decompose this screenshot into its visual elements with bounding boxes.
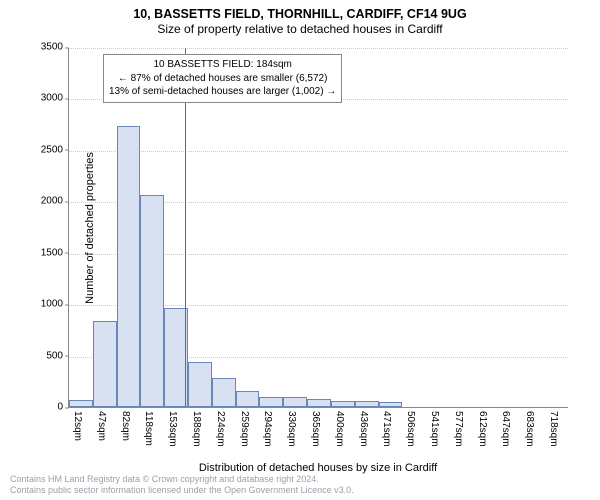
- credits: Contains HM Land Registry data © Crown c…: [10, 474, 354, 497]
- y-tick-label: 0: [29, 402, 63, 413]
- x-tick-label: 153sqm: [167, 411, 178, 447]
- annotation-line: 13% of semi-detached houses are larger (…: [109, 85, 336, 99]
- plot-area: 050010001500200025003000350012sqm47sqm82…: [68, 48, 568, 408]
- credits-line2: Contains public sector information licen…: [10, 485, 354, 496]
- histogram-bar: [307, 399, 331, 407]
- x-tick-label: 82sqm: [120, 411, 131, 441]
- x-tick-label: 365sqm: [310, 411, 321, 447]
- y-tick-label: 1500: [29, 247, 63, 258]
- x-tick-label: 541sqm: [429, 411, 440, 447]
- x-tick-label: 471sqm: [381, 411, 392, 447]
- chart-title: 10, BASSETTS FIELD, THORNHILL, CARDIFF, …: [0, 0, 600, 38]
- x-tick-label: 577sqm: [453, 411, 464, 447]
- histogram-bar: [140, 195, 164, 407]
- histogram-bar: [331, 401, 355, 407]
- x-tick-label: 506sqm: [405, 411, 416, 447]
- x-tick-label: 718sqm: [548, 411, 559, 447]
- x-tick-label: 12sqm: [72, 411, 83, 441]
- annotation-line: ← 87% of detached houses are smaller (6,…: [109, 72, 336, 86]
- x-tick-label: 47sqm: [96, 411, 107, 441]
- y-tick-label: 3000: [29, 93, 63, 104]
- credits-line1: Contains HM Land Registry data © Crown c…: [10, 474, 354, 485]
- x-tick-label: 294sqm: [262, 411, 273, 447]
- x-tick-label: 188sqm: [191, 411, 202, 447]
- x-tick-label: 330sqm: [286, 411, 297, 447]
- x-tick-label: 436sqm: [358, 411, 369, 447]
- histogram-bar: [69, 400, 93, 407]
- histogram-bar: [259, 397, 283, 407]
- x-tick-label: 118sqm: [143, 411, 154, 446]
- annotation-box: 10 BASSETTS FIELD: 184sqm← 87% of detach…: [103, 54, 342, 103]
- y-tick-label: 1000: [29, 299, 63, 310]
- annotation-line: 10 BASSETTS FIELD: 184sqm: [109, 58, 336, 72]
- x-tick-label: 400sqm: [334, 411, 345, 447]
- title-line1: 10, BASSETTS FIELD, THORNHILL, CARDIFF, …: [0, 6, 600, 22]
- x-tick-label: 683sqm: [524, 411, 535, 447]
- y-tick-label: 2000: [29, 196, 63, 207]
- histogram-bar: [212, 378, 236, 407]
- histogram-bar: [355, 401, 379, 407]
- x-tick-label: 224sqm: [215, 411, 226, 447]
- histogram-bar: [283, 397, 307, 407]
- histogram-bar: [93, 321, 117, 407]
- y-tick-label: 2500: [29, 144, 63, 155]
- x-axis-label: Distribution of detached houses by size …: [68, 462, 568, 474]
- title-line2: Size of property relative to detached ho…: [0, 22, 600, 38]
- x-tick-label: 612sqm: [477, 411, 488, 447]
- histogram-bar: [117, 126, 141, 407]
- histogram-bar: [188, 362, 212, 407]
- gridline: [69, 48, 568, 49]
- y-tick-label: 3500: [29, 42, 63, 53]
- gridline: [69, 151, 568, 152]
- x-tick-label: 259sqm: [239, 411, 250, 447]
- histogram-bar: [236, 391, 260, 407]
- y-tick-label: 500: [29, 350, 63, 361]
- histogram-bar: [379, 402, 403, 407]
- x-tick-label: 647sqm: [500, 411, 511, 447]
- y-axis-label: Number of detached properties: [84, 152, 96, 304]
